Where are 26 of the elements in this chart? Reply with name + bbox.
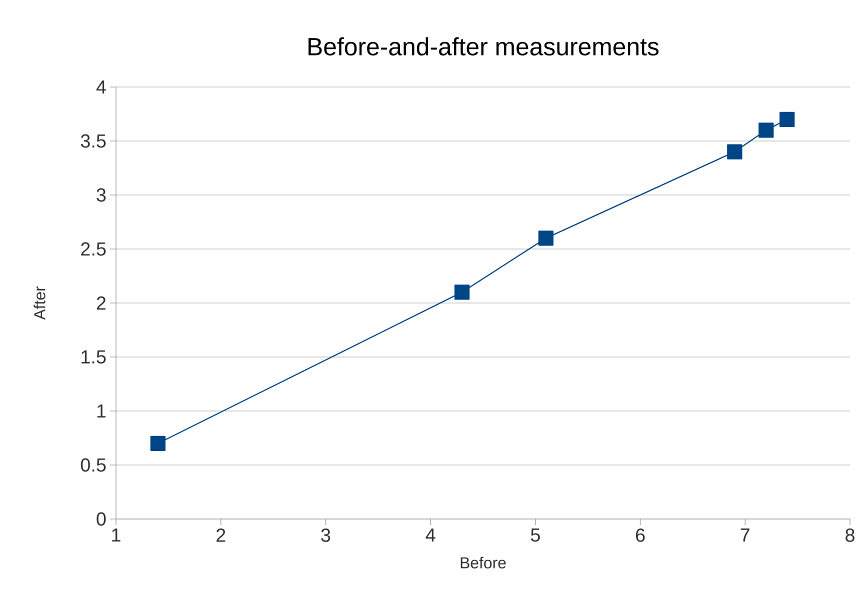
y-tick-label: 1.5	[82, 350, 106, 364]
y-tick-label: 4	[96, 80, 106, 94]
x-tick-label: 1	[112, 528, 120, 542]
point	[758, 122, 774, 138]
x-tick-label: 4	[426, 528, 436, 542]
y-tick-label: 0	[96, 512, 106, 526]
chart-title: Before-and-after measurements	[308, 37, 659, 56]
point	[780, 112, 795, 127]
y-tick-label: 3	[96, 188, 106, 202]
point	[538, 230, 554, 246]
point	[150, 436, 166, 451]
y-tick-label: 3.5	[80, 134, 106, 148]
x-tick-label: 7	[740, 528, 750, 542]
x-tick-label: 5	[530, 528, 540, 542]
x-tick-label: 3	[321, 528, 330, 542]
point	[454, 284, 470, 300]
y-tick-label: 1	[97, 404, 106, 418]
point	[727, 144, 742, 160]
x-tick-label: 8	[846, 528, 854, 542]
y-tick-label: 2	[96, 296, 106, 310]
y-tick-label: 2.5	[81, 242, 106, 256]
x-axis-title: Before	[460, 556, 506, 568]
y-tick-label: 0.5	[80, 458, 106, 472]
x-tick-label: 2	[216, 528, 226, 542]
y-axis-title: After	[34, 286, 46, 320]
x-tick-label: 6	[636, 528, 645, 542]
